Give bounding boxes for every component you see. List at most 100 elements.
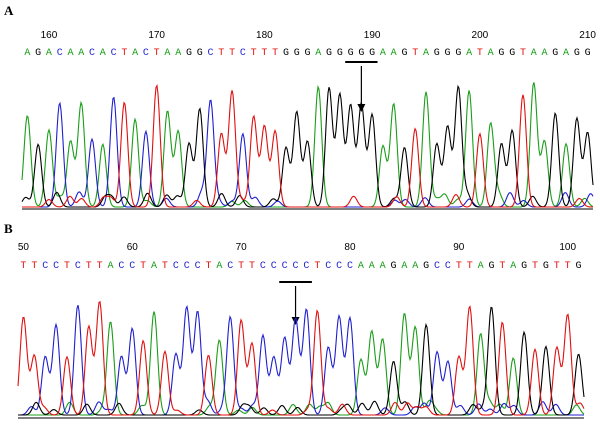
base-call: C <box>325 261 331 272</box>
base-call: C <box>271 261 277 272</box>
base-call: A <box>164 48 170 59</box>
base-call: A <box>175 48 181 59</box>
base-call: T <box>64 261 70 272</box>
base-call: A <box>466 48 472 59</box>
base-call: C <box>173 261 179 272</box>
base-call: C <box>75 261 81 272</box>
base-call: G <box>283 48 289 59</box>
base-call: A <box>380 48 386 59</box>
base-call: T <box>31 261 37 272</box>
base-call: A <box>46 48 52 59</box>
position-label: 170 <box>148 30 165 41</box>
trace-c <box>22 96 594 208</box>
base-call: C <box>111 48 117 59</box>
base-call: G <box>369 48 375 59</box>
base-call: A <box>67 48 73 59</box>
base-call: C <box>42 261 48 272</box>
base-call: C <box>336 261 342 272</box>
mutation-arrow-head <box>291 317 300 325</box>
base-call: T <box>229 48 235 59</box>
base-call: G <box>391 261 397 272</box>
base-call: T <box>154 48 160 59</box>
base-call: A <box>488 48 494 59</box>
base-call: C <box>293 261 299 272</box>
base-call: G <box>585 48 591 59</box>
panel-b-chromatogram-traces <box>17 300 585 416</box>
panel-b-mutation-marker <box>279 281 312 325</box>
base-call: G <box>35 48 41 59</box>
base-call: T <box>249 261 255 272</box>
base-call: T <box>532 261 538 272</box>
base-call: G <box>304 48 310 59</box>
base-call: C <box>118 261 124 272</box>
base-call: C <box>240 48 246 59</box>
base-call: G <box>186 48 192 59</box>
position-label: 100 <box>559 242 576 253</box>
base-call: T <box>162 261 168 272</box>
mutation-arrow-head <box>357 104 366 112</box>
base-call: A <box>542 48 548 59</box>
base-call: T <box>565 261 571 272</box>
base-call: A <box>380 261 386 272</box>
base-call: T <box>477 48 483 59</box>
base-call: G <box>521 261 527 272</box>
base-call: C <box>227 261 233 272</box>
base-call: A <box>151 261 157 272</box>
base-call: A <box>423 48 429 59</box>
position-label: 90 <box>453 242 465 253</box>
base-call: C <box>347 261 353 272</box>
base-call: A <box>563 48 569 59</box>
base-call: T <box>314 261 320 272</box>
base-call: C <box>195 261 201 272</box>
panel-b-label: B <box>4 221 13 236</box>
base-call: A <box>531 48 537 59</box>
base-call: A <box>78 48 84 59</box>
base-call: T <box>218 48 224 59</box>
base-call: A <box>391 48 397 59</box>
base-call: G <box>326 48 332 59</box>
base-call: T <box>205 261 211 272</box>
trace-a <box>21 82 594 208</box>
base-call: C <box>57 48 63 59</box>
base-call: C <box>53 261 59 272</box>
base-call: G <box>455 48 461 59</box>
base-call: G <box>488 261 494 272</box>
base-call: T <box>520 48 526 59</box>
position-label: 180 <box>256 30 273 41</box>
base-call: T <box>86 261 92 272</box>
position-label: 60 <box>127 242 139 253</box>
panel-a-position-ruler: 160 170 180 190 200 210 <box>41 30 597 41</box>
base-call: A <box>412 261 418 272</box>
panel-a-chromatogram-traces <box>21 82 594 208</box>
base-call: T <box>554 261 560 272</box>
panel-b-position-ruler: 50 60 70 80 90 100 <box>18 242 577 253</box>
position-label: 200 <box>472 30 489 41</box>
trace-t <box>22 84 593 208</box>
base-call: T <box>261 48 267 59</box>
base-call: T <box>121 48 127 59</box>
base-call: G <box>543 261 549 272</box>
base-call: G <box>576 261 582 272</box>
base-call: G <box>337 48 343 59</box>
base-call: C <box>445 261 451 272</box>
base-call: A <box>401 261 407 272</box>
base-call: T <box>97 261 103 272</box>
base-call: C <box>282 261 288 272</box>
base-call: G <box>294 48 300 59</box>
base-call: A <box>478 261 484 272</box>
base-call: A <box>100 48 106 59</box>
base-call: G <box>348 48 354 59</box>
trace-g <box>21 84 594 208</box>
base-call: T <box>412 48 418 59</box>
position-label: 190 <box>364 30 381 41</box>
position-label: 70 <box>236 242 248 253</box>
base-call: T <box>20 261 26 272</box>
base-call: T <box>238 261 244 272</box>
base-call: G <box>498 48 504 59</box>
position-label: 210 <box>579 30 596 41</box>
base-call: T <box>467 261 473 272</box>
base-call: T <box>499 261 505 272</box>
